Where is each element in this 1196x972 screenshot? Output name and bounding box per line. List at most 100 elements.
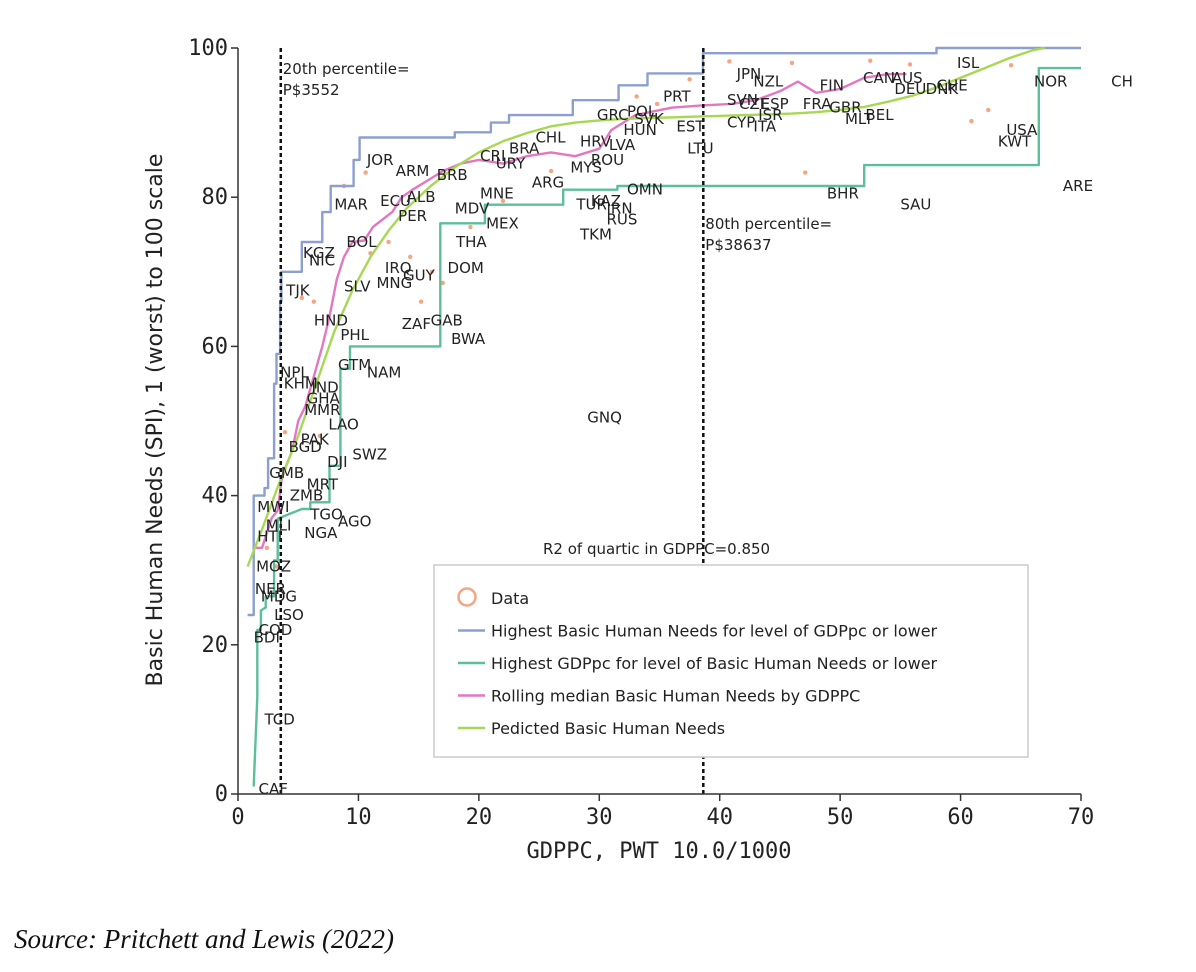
legend-items: Data Highest Basic Human Needs for level … <box>457 587 938 738</box>
country-label: LAO <box>328 416 359 434</box>
country-label: MOZ <box>256 557 291 575</box>
data-dot <box>1008 62 1014 68</box>
country-label: BRB <box>437 166 468 184</box>
country-label: MDV <box>455 199 490 217</box>
country-label: CHE <box>936 76 967 94</box>
country-label: ISR <box>758 106 782 124</box>
source-caption: Source: Pritchett and Lewis (2022) <box>14 924 394 954</box>
data-dot <box>500 198 506 204</box>
country-label: GRC <box>597 106 629 124</box>
data-dot <box>264 545 270 551</box>
country-label: ZMB <box>290 487 324 505</box>
data-dot <box>299 295 305 301</box>
data-dot <box>408 254 413 260</box>
country-label: NER <box>255 580 286 598</box>
country-label: POL <box>627 102 657 120</box>
country-label: CH <box>1111 73 1133 91</box>
series-line-highest-bhn <box>247 46 1081 617</box>
country-label: CAN <box>863 69 895 87</box>
country-label: HUN <box>623 121 656 139</box>
country-label: PHL <box>340 326 369 344</box>
series-line-rolling-median <box>253 72 907 549</box>
data-dot <box>803 170 808 175</box>
country-label: BOL <box>346 233 377 251</box>
country-label: HND <box>314 311 348 329</box>
country-label: CHL <box>535 129 566 147</box>
data-dot <box>687 77 692 82</box>
country-label: AUS <box>892 69 923 87</box>
data-dot <box>311 299 317 304</box>
data-dots-layer <box>264 58 1014 569</box>
country-label: ITA <box>753 117 776 135</box>
data-dot <box>440 280 445 286</box>
y-tick-label: 60 <box>202 334 229 359</box>
country-label: MDG <box>261 587 297 605</box>
country-label: ARE <box>1063 177 1093 195</box>
country-label: KAZ <box>591 192 621 210</box>
data-dot <box>274 564 279 569</box>
country-label: BGD <box>289 438 322 456</box>
country-label: TKM <box>579 226 612 244</box>
y-tick-label: 0 <box>215 782 228 807</box>
country-label: DEU <box>894 80 926 98</box>
country-label: GHA <box>307 390 341 408</box>
country-label: HTI <box>257 528 282 546</box>
percentile-lines: 20th percentile= P$3552 80th percentile= P$… <box>279 48 832 794</box>
country-label: NOR <box>1034 73 1067 91</box>
legend-label: Highest GDPpc for level of Basic Human N… <box>491 654 938 673</box>
data-dot <box>468 224 473 230</box>
country-label: SWZ <box>352 446 387 464</box>
data-dot <box>969 118 974 124</box>
legend-label: Pedicted Basic Human Needs <box>491 719 725 738</box>
country-label: MRT <box>307 475 339 493</box>
country-label: CZE <box>739 95 769 113</box>
country-label: BRA <box>509 140 540 158</box>
country-label: DJI <box>327 453 347 471</box>
country-label: NZL <box>753 73 783 91</box>
legend-box <box>433 564 1029 758</box>
country-label: GUY <box>403 267 436 285</box>
country-label: USA <box>1006 121 1038 139</box>
percentile-value: P$38637 <box>705 236 771 254</box>
x-tick-label: 60 <box>947 805 974 830</box>
series-layer <box>246 46 1081 787</box>
country-label: PRT <box>663 87 691 105</box>
x-tick-label: 50 <box>827 805 854 830</box>
country-label: MEX <box>486 214 519 232</box>
country-label: ESP <box>761 95 789 113</box>
data-dot <box>548 168 554 174</box>
country-label: TUR <box>575 196 607 214</box>
data-dot <box>418 299 424 304</box>
data-dot <box>386 239 391 245</box>
x-tick-label: 70 <box>1068 805 1095 830</box>
country-label: DOM <box>448 259 484 277</box>
country-label: ECU <box>380 192 411 210</box>
country-label: NAM <box>367 364 401 382</box>
country-label: MLI <box>266 516 292 534</box>
r2-annotation: R2 of quartic in GDPPC=0.850 <box>543 540 770 558</box>
x-tick-label: 20 <box>466 805 493 830</box>
country-label: URY <box>496 155 526 173</box>
data-dot <box>789 60 795 66</box>
data-dot <box>429 269 435 274</box>
country-label: CYP <box>727 114 755 132</box>
y-ticks: 0 20 40 60 80 100 <box>188 36 238 807</box>
x-tick-label: 0 <box>231 805 244 830</box>
country-label: BHR <box>827 184 859 202</box>
country-label: ZAF <box>402 315 431 333</box>
country-label: GNQ <box>587 408 622 426</box>
data-dot <box>317 433 323 439</box>
data-dot <box>868 58 873 63</box>
x-tick-label: 30 <box>586 805 613 830</box>
country-label: NIC <box>309 252 335 270</box>
country-label: EST <box>676 117 705 135</box>
country-label: LVA <box>609 136 636 154</box>
country-label: KHM <box>284 375 318 393</box>
x-axis-title: GDPPC, PWT 10.0/1000 <box>527 839 792 864</box>
x-tick-label: 40 <box>706 805 733 830</box>
country-label: TCD <box>263 710 294 728</box>
country-label: GTM <box>338 356 371 374</box>
country-label: MNE <box>480 184 514 202</box>
country-label: FRA <box>803 95 832 113</box>
